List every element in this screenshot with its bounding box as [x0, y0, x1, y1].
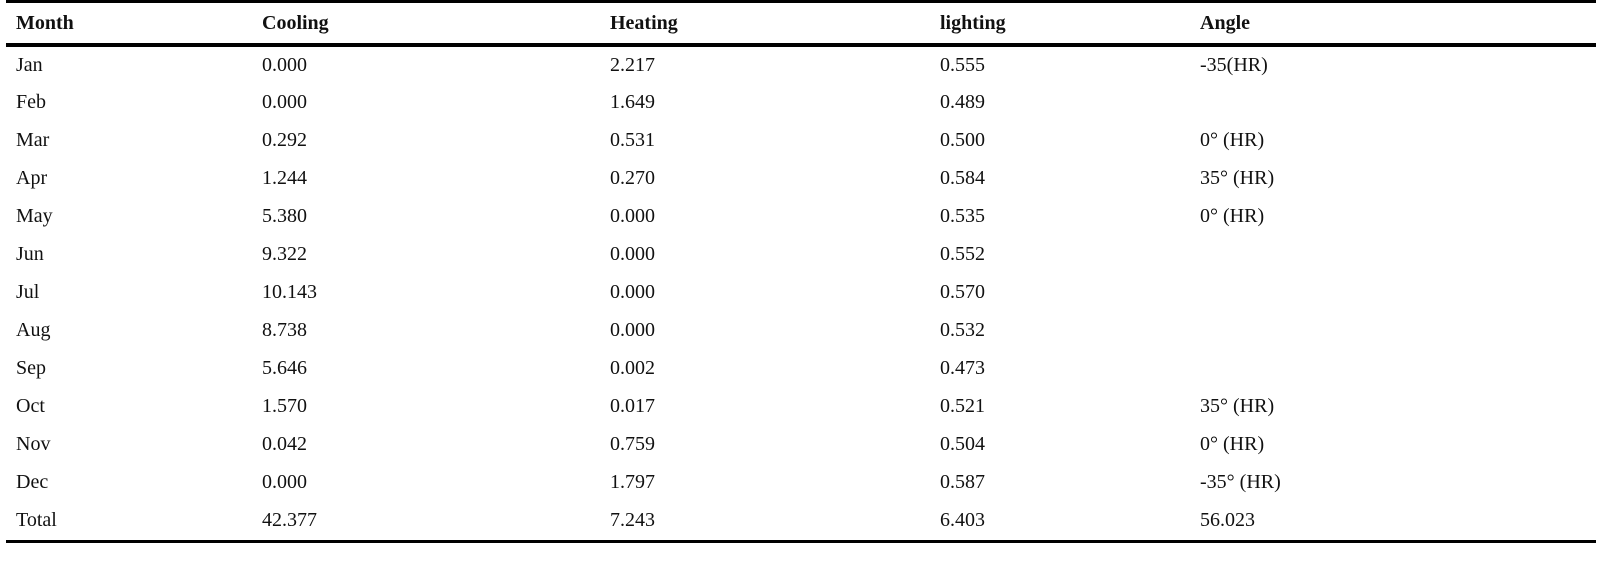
cell-lighting: 0.521 — [940, 394, 985, 417]
table-row: Aug 8.738 0.000 0.532 — [6, 311, 1596, 349]
cell-lighting: 0.500 — [940, 128, 985, 151]
cell-month: Sep — [16, 356, 46, 379]
cell-angle: 0° (HR) — [1200, 432, 1265, 455]
table-row: Nov 0.042 0.759 0.504 0° (HR) — [6, 425, 1596, 463]
cell-cooling: 0.042 — [262, 432, 307, 455]
cell-month: Oct — [16, 394, 45, 417]
cell-cooling: 9.322 — [262, 242, 307, 265]
cell-heating: 0.017 — [610, 394, 655, 417]
cell-cooling: 5.380 — [262, 204, 307, 227]
header-month: Month — [16, 11, 74, 34]
cell-month: Mar — [16, 128, 50, 151]
cell-heating: 1.649 — [610, 90, 655, 113]
table-header-row: Month Cooling Heating lighting Angle — [6, 1, 1596, 45]
cell-angle: -35(HR) — [1200, 53, 1268, 76]
cell-cooling: 10.143 — [262, 280, 317, 303]
cell-heating: 0.000 — [610, 242, 655, 265]
cell-lighting: 0.489 — [940, 90, 985, 113]
cell-cooling: 0.000 — [262, 53, 307, 76]
table-row: Apr 1.244 0.270 0.584 35° (HR) — [6, 159, 1596, 197]
data-table-container: Month Cooling Heating lighting Angle Jan… — [6, 0, 1596, 539]
cell-cooling: 5.646 — [262, 356, 307, 379]
cell-cooling: 0.000 — [262, 90, 307, 113]
table-row: Jan 0.000 2.217 0.555 -35(HR) — [6, 45, 1596, 83]
cell-lighting: 0.473 — [940, 356, 985, 379]
table-row: Jul 10.143 0.000 0.570 — [6, 273, 1596, 311]
cell-cooling: 42.377 — [262, 508, 317, 531]
cell-month: Feb — [16, 90, 46, 113]
cell-heating: 0.002 — [610, 356, 655, 379]
cell-cooling: 1.244 — [262, 166, 307, 189]
cell-lighting: 0.587 — [940, 470, 985, 493]
cell-heating: 0.270 — [610, 166, 655, 189]
header-heating: Heating — [610, 11, 678, 34]
cell-heating: 0.000 — [610, 204, 655, 227]
cell-lighting: 0.555 — [940, 53, 985, 76]
cell-heating: 0.759 — [610, 432, 655, 455]
cell-angle — [1190, 311, 1596, 349]
monthly-energy-table: Month Cooling Heating lighting Angle Jan… — [6, 0, 1596, 539]
cell-lighting: 0.535 — [940, 204, 985, 227]
cell-lighting: 0.532 — [940, 318, 985, 341]
cell-angle: 56.023 — [1200, 508, 1255, 531]
cell-angle: 0° (HR) — [1200, 204, 1265, 227]
table-row: Mar 0.292 0.531 0.500 0° (HR) — [6, 121, 1596, 159]
cell-lighting: 0.504 — [940, 432, 985, 455]
cell-month: Jul — [16, 280, 40, 303]
cell-heating: 0.000 — [610, 280, 655, 303]
cell-month: Apr — [16, 166, 48, 189]
cell-lighting: 0.584 — [940, 166, 985, 189]
cell-month: Nov — [16, 432, 51, 455]
cell-lighting: 0.570 — [940, 280, 985, 303]
cell-lighting: 0.552 — [940, 242, 985, 265]
table-row: Sep 5.646 0.002 0.473 — [6, 349, 1596, 387]
cell-month: May — [16, 204, 53, 227]
cell-heating: 1.797 — [610, 470, 655, 493]
cell-angle: -35° (HR) — [1200, 470, 1281, 493]
cell-cooling: 0.292 — [262, 128, 307, 151]
table-row: May 5.380 0.000 0.535 0° (HR) — [6, 197, 1596, 235]
header-cooling: Cooling — [262, 11, 329, 34]
table-row: Feb 0.000 1.649 0.489 — [6, 83, 1596, 121]
cell-angle: 0° (HR) — [1200, 128, 1265, 151]
cell-month: Dec — [16, 470, 49, 493]
table-bottom-rule — [6, 540, 1596, 543]
table-row: Dec 0.000 1.797 0.587 -35° (HR) — [6, 463, 1596, 501]
cell-month: Jun — [16, 242, 44, 265]
cell-angle — [1190, 83, 1596, 121]
cell-cooling: 8.738 — [262, 318, 307, 341]
table-total-row: Total 42.377 7.243 6.403 56.023 — [6, 501, 1596, 539]
cell-angle — [1190, 349, 1596, 387]
table-row: Jun 9.322 0.000 0.552 — [6, 235, 1596, 273]
cell-angle — [1190, 273, 1596, 311]
cell-heating: 7.243 — [610, 508, 655, 531]
cell-month: Total — [16, 508, 57, 531]
cell-angle: 35° (HR) — [1200, 394, 1275, 417]
cell-cooling: 1.570 — [262, 394, 307, 417]
cell-heating: 2.217 — [610, 53, 655, 76]
header-angle: Angle — [1200, 11, 1250, 34]
cell-month: Jan — [16, 53, 43, 76]
cell-heating: 0.531 — [610, 128, 655, 151]
header-lighting: lighting — [940, 11, 1006, 34]
cell-month: Aug — [16, 318, 51, 341]
cell-angle: 35° (HR) — [1200, 166, 1275, 189]
cell-heating: 0.000 — [610, 318, 655, 341]
cell-angle — [1190, 235, 1596, 273]
cell-lighting: 6.403 — [940, 508, 985, 531]
cell-cooling: 0.000 — [262, 470, 307, 493]
table-row: Oct 1.570 0.017 0.521 35° (HR) — [6, 387, 1596, 425]
